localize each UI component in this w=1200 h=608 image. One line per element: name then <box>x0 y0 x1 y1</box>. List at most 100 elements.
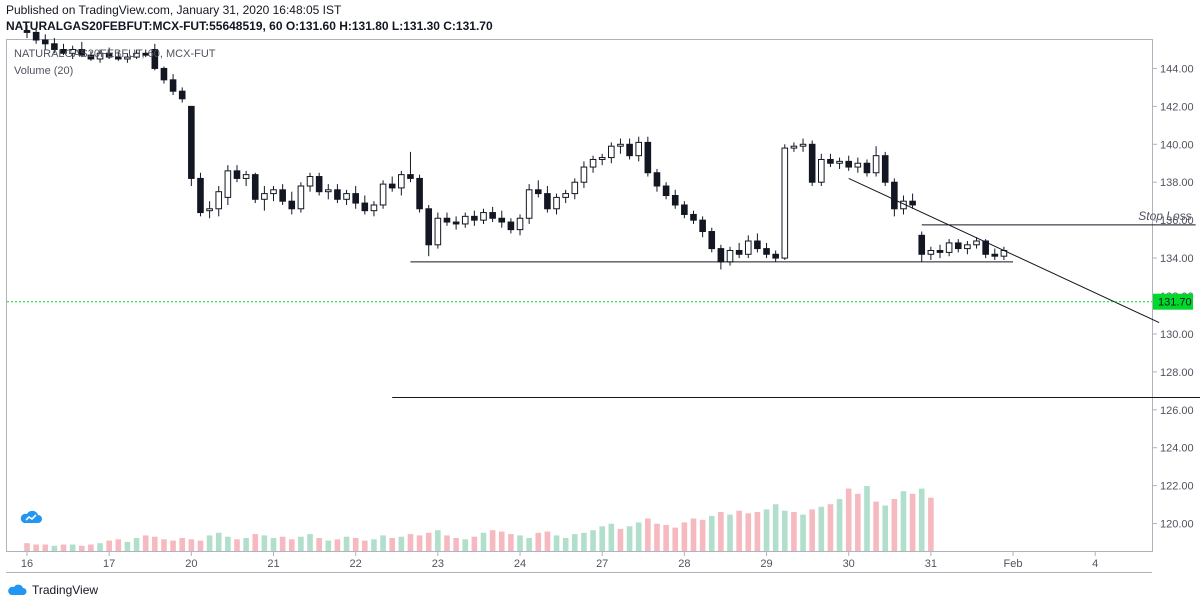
candle-body <box>635 141 643 157</box>
volume-bar <box>307 534 313 551</box>
candle-body <box>945 242 953 253</box>
price-tick-label: 124.00 <box>1160 443 1194 455</box>
volume-bar <box>873 501 879 551</box>
candle-body <box>251 174 259 200</box>
candle-body <box>617 143 624 147</box>
volume-bar <box>288 539 295 551</box>
candle-body <box>96 52 104 60</box>
candle-body <box>781 147 789 259</box>
last-price-badge <box>1153 293 1193 310</box>
time-tick-label: 31 <box>925 558 937 570</box>
volume-bar <box>572 534 578 551</box>
candle-body <box>352 193 359 204</box>
candle-body <box>516 217 524 231</box>
candle-body <box>507 221 515 231</box>
chart-frame <box>6 39 1153 552</box>
volume-bar <box>836 499 843 551</box>
candle-body <box>653 172 661 187</box>
candle-body <box>124 56 131 60</box>
volume-bar <box>581 532 587 551</box>
candle-body <box>525 189 533 219</box>
volume-bar <box>635 522 642 551</box>
stop-loss-label: Stop Loss <box>1138 209 1191 223</box>
last-price-layer: 131.70 <box>7 293 1193 310</box>
volume-bar <box>745 513 752 551</box>
volume-bar <box>535 532 542 551</box>
candle-body <box>361 202 369 212</box>
volume-bar <box>88 544 94 551</box>
price-tick-label: 142.00 <box>1160 101 1194 113</box>
volume-bar <box>252 534 259 551</box>
volume-bar <box>325 540 332 551</box>
volume-bar <box>215 532 222 551</box>
candle-body <box>598 157 606 160</box>
volume-bar <box>97 543 103 551</box>
legend-symbol: NATURALGAS20FEBFUT, 60, MCX-FUT <box>14 48 216 60</box>
candle-body <box>242 174 250 179</box>
drawing-layer: Stop LossTarget <box>392 177 1200 398</box>
candle-body <box>818 158 825 183</box>
volume-bar <box>645 518 651 551</box>
candle-body <box>936 249 944 253</box>
trendline-line <box>848 177 1160 324</box>
volume-bar <box>526 538 532 551</box>
volume-bar <box>33 544 39 551</box>
candle-body <box>854 162 862 168</box>
candle-body <box>954 242 962 250</box>
candle-body <box>891 181 898 210</box>
candle-body <box>261 193 268 200</box>
published-info: Published on TradingView.com, January 31… <box>6 3 342 17</box>
candle-body <box>881 155 889 183</box>
price-tick-label: 138.00 <box>1160 177 1194 189</box>
volume-bar <box>489 530 496 551</box>
candle-body <box>197 177 204 214</box>
candle-body <box>909 200 916 206</box>
candle-body <box>754 240 761 250</box>
volume-bar <box>352 538 359 551</box>
volume-bar <box>398 536 405 551</box>
candle-body <box>105 52 113 58</box>
volume-bar <box>471 536 478 551</box>
volume-bar <box>498 531 505 551</box>
tradingview-cloud-icon[interactable] <box>19 507 43 527</box>
volume-bar <box>243 538 249 551</box>
price-tick-label: 134.00 <box>1160 253 1194 265</box>
symbol-ohlc-line: NATURALGAS20FEBFUT:MCX-FUT:55648519, 60 … <box>6 19 493 33</box>
candle-body <box>580 166 588 183</box>
candle-body <box>78 48 86 56</box>
candle-body <box>133 52 140 58</box>
volume-bar <box>508 534 514 551</box>
candle-body <box>306 176 314 187</box>
candle-body <box>41 39 49 45</box>
candle-body <box>671 194 679 206</box>
candle-body <box>790 145 798 149</box>
candle-body <box>425 208 433 246</box>
candle-body <box>370 204 378 212</box>
price-tick-label: 128.00 <box>1160 367 1194 379</box>
volume-bar <box>316 538 322 551</box>
candle-body <box>626 143 633 157</box>
time-tick-label: 23 <box>432 558 444 570</box>
price-tick-label: 144.00 <box>1160 63 1194 75</box>
candle-body <box>398 174 405 189</box>
time-tick-label: 28 <box>678 558 690 570</box>
price-tick-label: 126.00 <box>1160 405 1194 417</box>
volume-bar <box>900 491 907 551</box>
volume-bar <box>891 499 898 551</box>
time-tick-label: 4 <box>1092 558 1098 570</box>
volume-bar <box>161 539 167 551</box>
candle-body <box>215 191 223 210</box>
volume-bar <box>781 510 788 551</box>
time-tick-label: 24 <box>514 558 526 570</box>
volume-bar <box>435 530 441 551</box>
tradingview-logo-icon <box>8 584 27 595</box>
volume-bar <box>334 539 341 551</box>
candle-body <box>553 196 560 210</box>
candle-body <box>23 30 31 33</box>
volume-bar <box>188 539 195 551</box>
candle-body <box>407 174 414 179</box>
candle-layer <box>23 24 1008 270</box>
candle-body <box>297 185 305 210</box>
footer-brand[interactable]: TradingView <box>8 583 98 597</box>
